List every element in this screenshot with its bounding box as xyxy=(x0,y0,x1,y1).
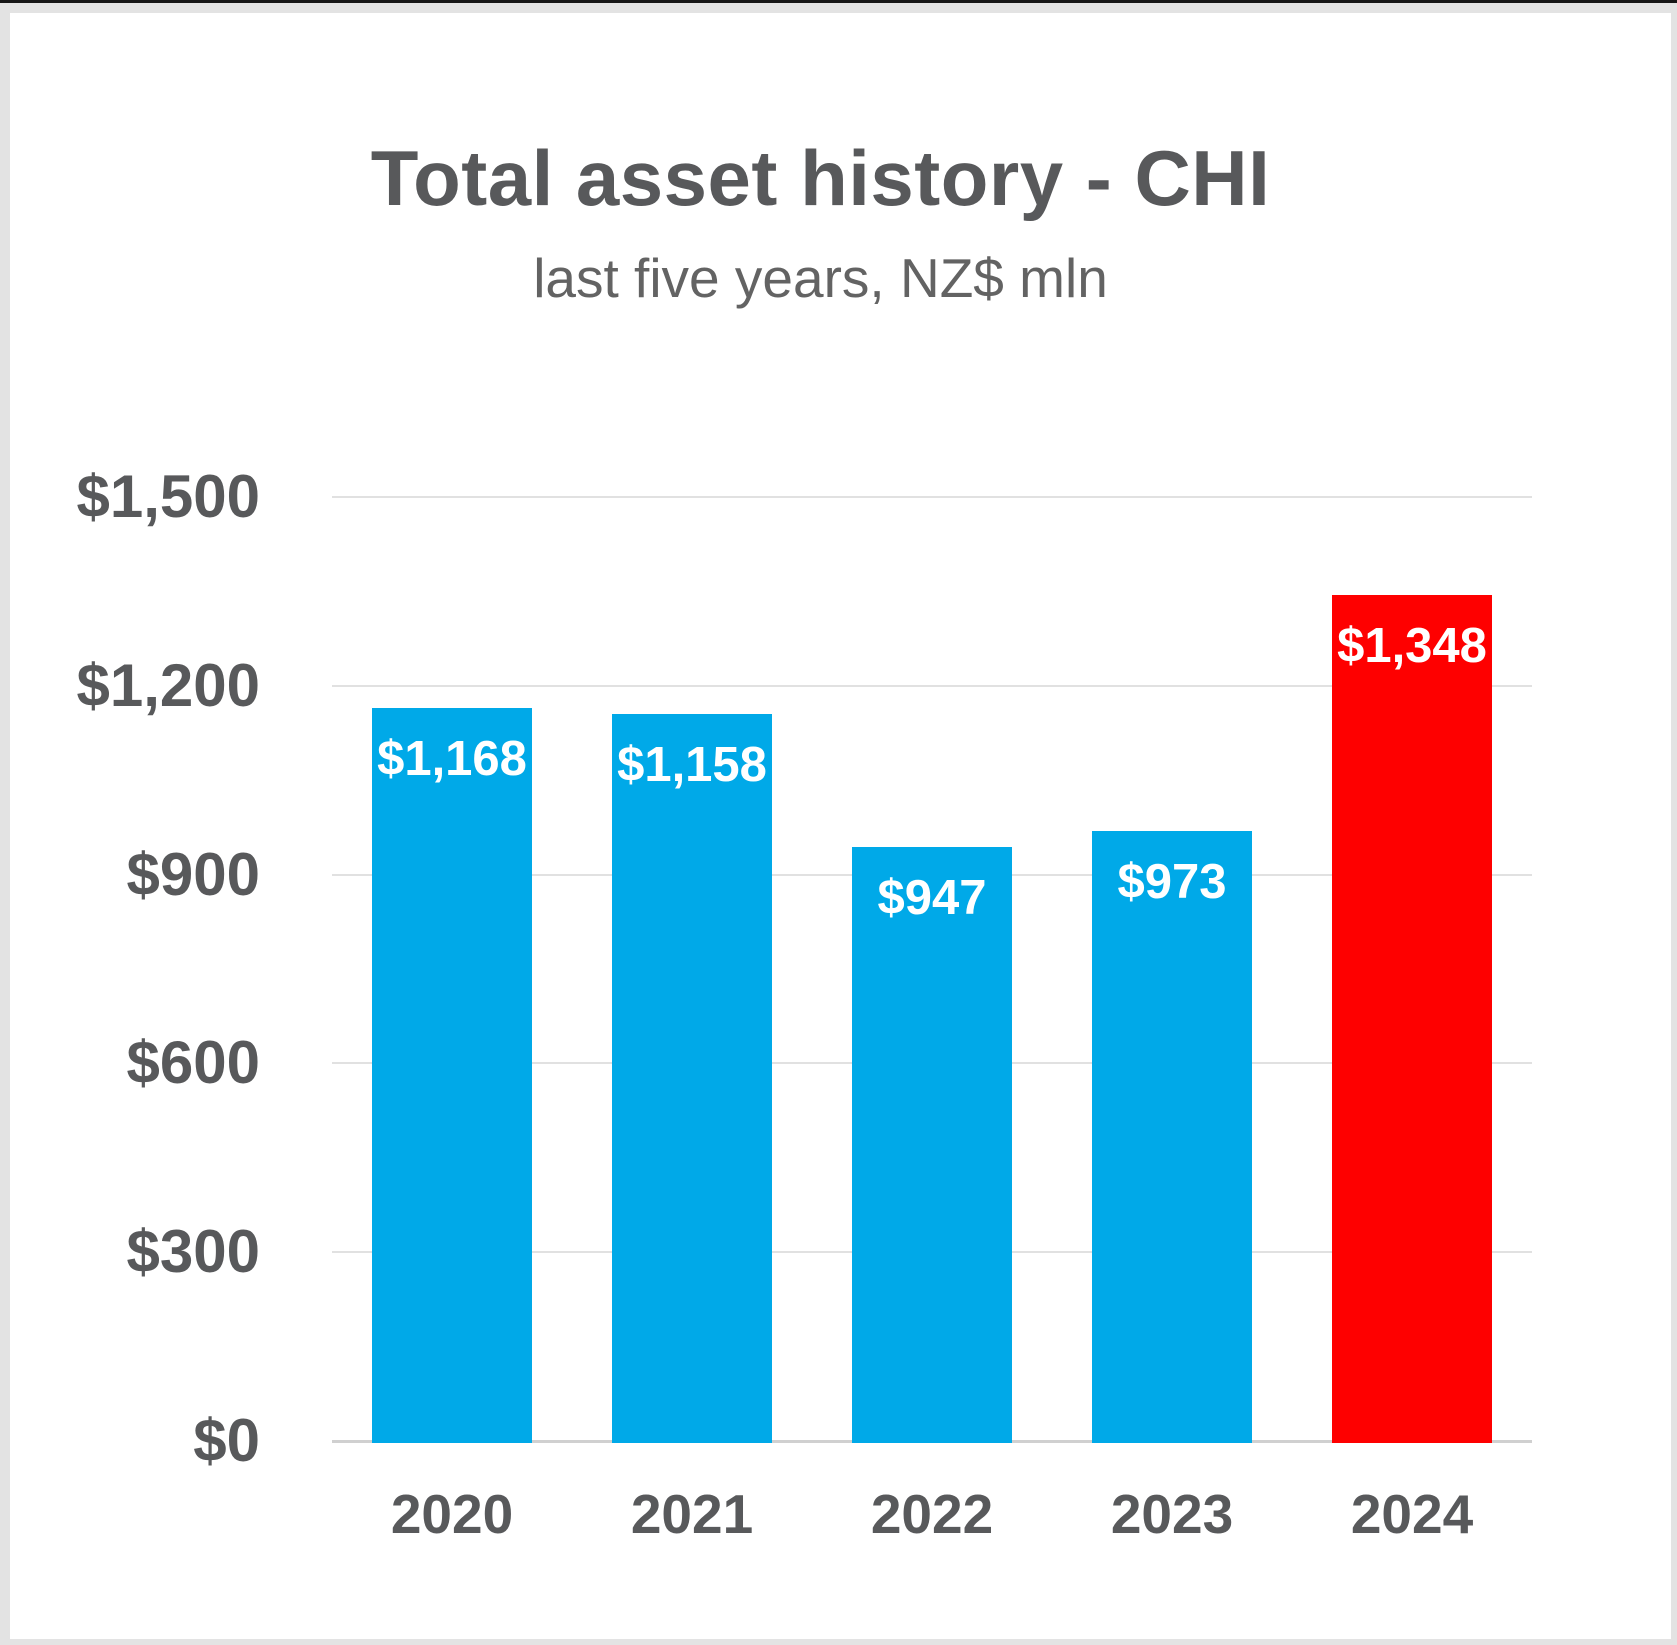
window-top-edge xyxy=(0,0,1677,3)
y-axis-tick-label: $0 xyxy=(193,1407,260,1474)
y-axis-tick-label: $600 xyxy=(126,1029,260,1097)
bar-value-label: $1,168 xyxy=(377,731,527,786)
y-axis-tick-label: $900 xyxy=(126,840,260,908)
x-axis-label-2023: 2023 xyxy=(1110,1483,1234,1545)
chart-subtitle: last five years, NZ$ mln xyxy=(533,247,1108,309)
gridline xyxy=(332,684,1532,687)
bar-2023: $973 xyxy=(1092,830,1252,1443)
x-axis-label-2022: 2022 xyxy=(870,1483,994,1545)
gridline xyxy=(332,496,1532,498)
bar-value-label: $973 xyxy=(1117,854,1227,909)
y-axis-tick-label: $300 xyxy=(126,1218,260,1286)
x-axis-label-2020: 2020 xyxy=(390,1483,514,1545)
bar-value-label: $947 xyxy=(877,871,987,926)
bar-2024: $1,348 xyxy=(1332,594,1492,1443)
bar-2022: $947 xyxy=(852,847,1012,1443)
y-axis-tick-label: $1,500 xyxy=(76,463,260,530)
bar-2021: $1,158 xyxy=(612,714,772,1443)
x-axis-label-2021: 2021 xyxy=(630,1483,754,1545)
bar-value-label: $1,158 xyxy=(617,738,767,793)
y-axis-tick-label: $1,200 xyxy=(76,651,260,719)
bar-2020: $1,168 xyxy=(372,707,532,1443)
chart-title: Total asset history - CHI xyxy=(370,134,1271,222)
x-axis-label-2024: 2024 xyxy=(1350,1483,1474,1545)
bar-value-label: $1,348 xyxy=(1337,618,1487,673)
